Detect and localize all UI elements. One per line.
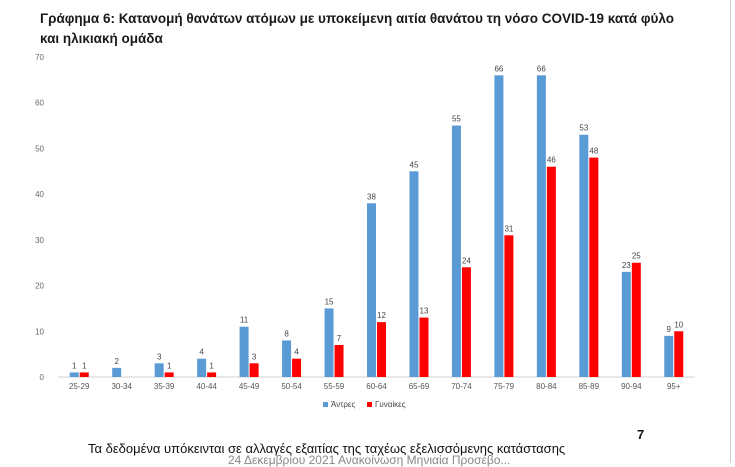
- x-tick-label: 25-29: [69, 382, 90, 391]
- data-label: 31: [504, 224, 513, 233]
- bar-men: [69, 372, 79, 377]
- y-tick-label: 70: [35, 53, 44, 62]
- x-tick-label: 65-69: [409, 382, 430, 391]
- x-tick-label: 40-44: [196, 382, 217, 391]
- bar-men: [112, 367, 122, 377]
- bar-men: [239, 326, 249, 377]
- data-label: 1: [167, 361, 172, 370]
- bar-women: [164, 372, 174, 377]
- y-tick-label: 0: [40, 373, 45, 382]
- bar-women: [419, 317, 429, 377]
- data-label: 24: [462, 256, 471, 265]
- data-label: 53: [579, 124, 588, 133]
- bar-men: [579, 134, 589, 377]
- bar-men: [494, 75, 504, 378]
- bar-men: [154, 363, 164, 377]
- chart-title: Γράφημα 6: Κατανομή θανάτων ατόμων με υπ…: [40, 11, 674, 46]
- data-label: 10: [674, 320, 683, 329]
- bar-men: [536, 75, 546, 378]
- bar-men: [367, 203, 376, 377]
- y-tick-label: 50: [35, 144, 44, 153]
- data-label: 25: [632, 252, 641, 261]
- data-label: 38: [367, 192, 376, 201]
- data-label: 45: [410, 160, 419, 169]
- bar-men: [409, 171, 419, 377]
- bar-men: [451, 125, 461, 377]
- bar-women: [292, 358, 302, 377]
- bar-women: [334, 345, 344, 377]
- data-label: 1: [82, 361, 87, 370]
- bar-men: [324, 308, 334, 377]
- data-label: 66: [537, 64, 546, 73]
- y-tick-label: 40: [35, 190, 44, 199]
- y-tick-label: 30: [35, 236, 44, 245]
- data-label: 66: [494, 64, 503, 73]
- data-label: 11: [240, 316, 249, 325]
- data-label: 9: [667, 325, 672, 334]
- data-label: 3: [252, 352, 257, 361]
- x-tick-label: 45-49: [239, 382, 260, 391]
- legend-label: Άντρες: [331, 400, 355, 409]
- data-label: 1: [209, 361, 214, 370]
- x-tick-label: 30-34: [111, 382, 132, 391]
- bar-women: [504, 235, 514, 377]
- x-tick-label: 90-94: [621, 382, 642, 391]
- data-label: 7: [337, 334, 342, 343]
- bar-women: [589, 157, 599, 377]
- x-tick-label: 70-74: [451, 382, 472, 391]
- chart-bars: [69, 75, 684, 378]
- x-tick-label: 80-84: [536, 382, 557, 391]
- y-tick-label: 10: [35, 327, 44, 336]
- bar-women: [207, 372, 217, 377]
- page-edge-divider: [730, 0, 731, 463]
- data-label: 13: [420, 307, 429, 316]
- legend-swatch: [367, 402, 372, 407]
- data-label: 46: [547, 156, 556, 165]
- bar-women: [249, 363, 259, 377]
- chart-axes: 0 10 20 30 40 50 60 70 25-29 30-34 35-39 40-44 45-49…: [35, 53, 695, 391]
- x-tick-label: 75-79: [494, 382, 515, 391]
- bar-women: [674, 331, 684, 377]
- x-tick-label: 60-64: [366, 382, 387, 391]
- bar-women: [546, 166, 556, 377]
- data-label: 1: [72, 361, 77, 370]
- bar-women: [631, 262, 641, 377]
- data-label: 15: [325, 297, 334, 306]
- data-label: 55: [452, 115, 461, 124]
- chart-legend: Άντρες Γυναίκες: [323, 400, 406, 409]
- data-label: 4: [199, 348, 204, 357]
- bar-women: [377, 322, 386, 377]
- data-label: 23: [622, 261, 631, 270]
- y-tick-label: 20: [35, 282, 44, 291]
- data-label: 4: [294, 348, 299, 357]
- data-label: 48: [589, 147, 598, 156]
- x-tick-label: 55-59: [324, 382, 345, 391]
- y-tick-label: 60: [35, 99, 44, 108]
- data-label: 2: [114, 357, 119, 366]
- data-label: 12: [377, 311, 386, 320]
- page-number: 7: [637, 427, 645, 442]
- legend-label: Γυναίκες: [375, 400, 406, 409]
- bar-women: [461, 267, 471, 377]
- bar-men: [282, 340, 292, 377]
- x-tick-label: 35-39: [154, 382, 175, 391]
- data-label: 8: [284, 329, 289, 338]
- x-tick-label: 50-54: [281, 382, 302, 391]
- legend-swatch: [323, 402, 328, 407]
- data-label: 3: [157, 352, 162, 361]
- x-tick-label: 95+: [667, 382, 681, 391]
- bar-men: [621, 271, 631, 377]
- x-tick-label: 85-89: [579, 382, 600, 391]
- bar-women: [79, 372, 89, 377]
- bar-men: [664, 335, 674, 377]
- footer-note: Τα δεδομένα υπόκεινται σε αλλαγές εξαιτί…: [88, 441, 566, 456]
- bar-men: [197, 358, 207, 377]
